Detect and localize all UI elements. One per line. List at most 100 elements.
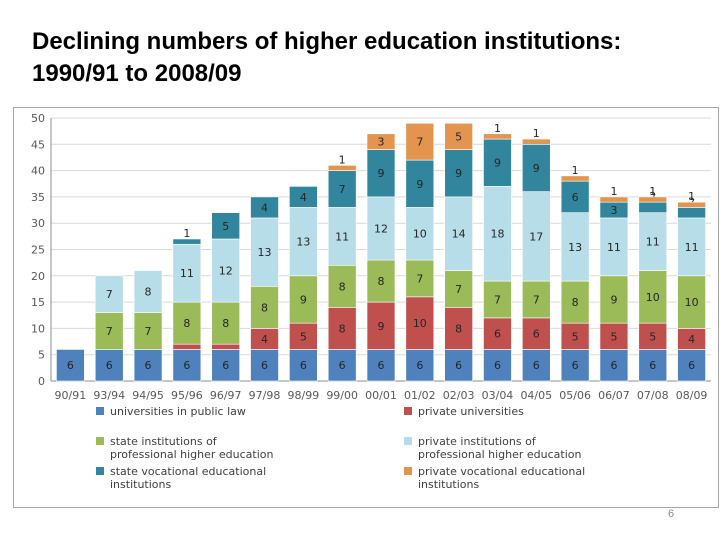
data-label: 5 xyxy=(300,330,307,343)
y-tick-label: 25 xyxy=(31,244,45,257)
data-label: 6 xyxy=(378,359,385,372)
bar-segment xyxy=(172,301,202,345)
data-label: 8 xyxy=(572,296,579,309)
x-tick-label: 94/95 xyxy=(132,389,164,402)
bar-segment xyxy=(56,349,85,382)
data-label: 1 xyxy=(610,185,617,198)
x-tick-label: 08/09 xyxy=(676,389,708,402)
bar-segment xyxy=(677,201,706,208)
bar-segment xyxy=(599,349,629,382)
y-tick-label: 30 xyxy=(31,217,45,230)
y-tick-label: 20 xyxy=(31,270,45,283)
legend-label: state vocational educational xyxy=(110,465,266,478)
data-label: 5 xyxy=(222,220,229,233)
legend-label: private institutions of xyxy=(418,435,537,448)
data-label: 6 xyxy=(533,328,540,341)
bar-segment xyxy=(289,322,318,350)
data-label: 5 xyxy=(455,130,462,143)
bar-segment xyxy=(172,349,202,382)
bar-segment xyxy=(444,149,473,198)
bar-segment xyxy=(522,280,551,319)
x-tick-label: 05/06 xyxy=(559,389,591,402)
bar-segment xyxy=(599,196,629,203)
y-tick-label: 0 xyxy=(38,375,45,388)
page-number: 6 xyxy=(668,508,675,520)
x-tick-label: 00/01 xyxy=(365,389,397,402)
data-label: 6 xyxy=(416,359,423,372)
bar-segment xyxy=(560,349,590,382)
x-tick-label: 99/00 xyxy=(326,389,358,402)
x-tick-label: 98/99 xyxy=(288,389,320,402)
data-label: 14 xyxy=(452,228,466,241)
data-label: 18 xyxy=(490,228,504,241)
y-tick-label: 40 xyxy=(31,165,45,178)
data-label: 6 xyxy=(339,359,346,372)
x-tick-label: 04/05 xyxy=(520,389,552,402)
chart-frame: 0 5 10 15 20 25 30 35 40 45 50 6 90/91 6 7 7 93/94 6 7 8 94/… xyxy=(13,107,719,508)
bar-segment xyxy=(94,275,124,313)
bar-segment xyxy=(211,212,240,240)
bar-segment xyxy=(677,217,706,277)
x-tick-label: 97/98 xyxy=(249,389,281,402)
legend-label-continued: professional higher education xyxy=(110,448,274,461)
bar-segment xyxy=(94,312,124,350)
data-label: 10 xyxy=(413,228,427,241)
data-label: 6 xyxy=(183,359,190,372)
x-tick-label: 95/96 xyxy=(171,389,203,402)
bar-segment xyxy=(172,243,202,303)
bar-segment xyxy=(677,275,706,329)
data-label: 13 xyxy=(296,236,310,249)
bar-segment xyxy=(483,133,512,140)
bar-segment xyxy=(327,165,357,171)
data-label: 7 xyxy=(416,272,423,285)
data-label: 6 xyxy=(572,191,579,204)
data-label: 13 xyxy=(568,241,582,254)
data-label: 7 xyxy=(145,325,152,338)
bar-segment xyxy=(366,259,396,303)
bar-segment xyxy=(327,207,357,266)
data-label: 10 xyxy=(413,317,427,330)
data-label: 7 xyxy=(339,183,346,196)
bar-segment xyxy=(172,238,202,245)
data-label: 6 xyxy=(67,359,74,372)
y-tick-label: 5 xyxy=(38,349,45,362)
data-label: 6 xyxy=(688,359,695,372)
data-label: 6 xyxy=(572,359,579,372)
x-tick-label: 90/91 xyxy=(55,389,87,402)
legend-label-continued: professional higher education xyxy=(418,448,582,461)
data-label: 6 xyxy=(222,359,229,372)
data-label: 1 xyxy=(339,153,346,166)
bar-segment xyxy=(444,196,473,271)
data-label: 9 xyxy=(610,293,617,306)
data-label: 6 xyxy=(145,359,152,372)
data-label: 9 xyxy=(533,162,540,175)
data-label: 11 xyxy=(180,267,194,280)
x-tick-label: 93/94 xyxy=(93,389,125,402)
data-label: 6 xyxy=(494,359,501,372)
stacked-bar-chart: 05101520253035404550690/9167793/9467894/… xyxy=(31,112,711,491)
data-label: 12 xyxy=(374,222,388,235)
bar-segment xyxy=(327,170,357,208)
bar-segment xyxy=(638,270,668,324)
bar-segment xyxy=(405,259,435,298)
data-label: 3 xyxy=(378,136,385,149)
data-label: 8 xyxy=(339,280,346,293)
data-label: 8 xyxy=(339,322,346,335)
data-label: 8 xyxy=(183,317,190,330)
legend-label: state institutions of xyxy=(110,435,218,448)
bar-segment xyxy=(405,207,435,261)
data-label: 17 xyxy=(529,230,543,243)
bar-segment xyxy=(289,186,318,208)
data-label: 9 xyxy=(455,167,462,180)
legend-swatch xyxy=(404,407,412,415)
bar-segment xyxy=(522,143,551,192)
bar-segment xyxy=(560,212,590,282)
data-label: 11 xyxy=(335,230,349,243)
bar-segment xyxy=(133,349,163,382)
legend-label: universities in public law xyxy=(110,405,246,418)
bar-segment xyxy=(444,307,473,350)
data-label: 9 xyxy=(300,293,307,306)
data-label: 12 xyxy=(219,265,233,278)
data-label: 4 xyxy=(261,201,268,214)
data-label: 7 xyxy=(106,288,113,301)
